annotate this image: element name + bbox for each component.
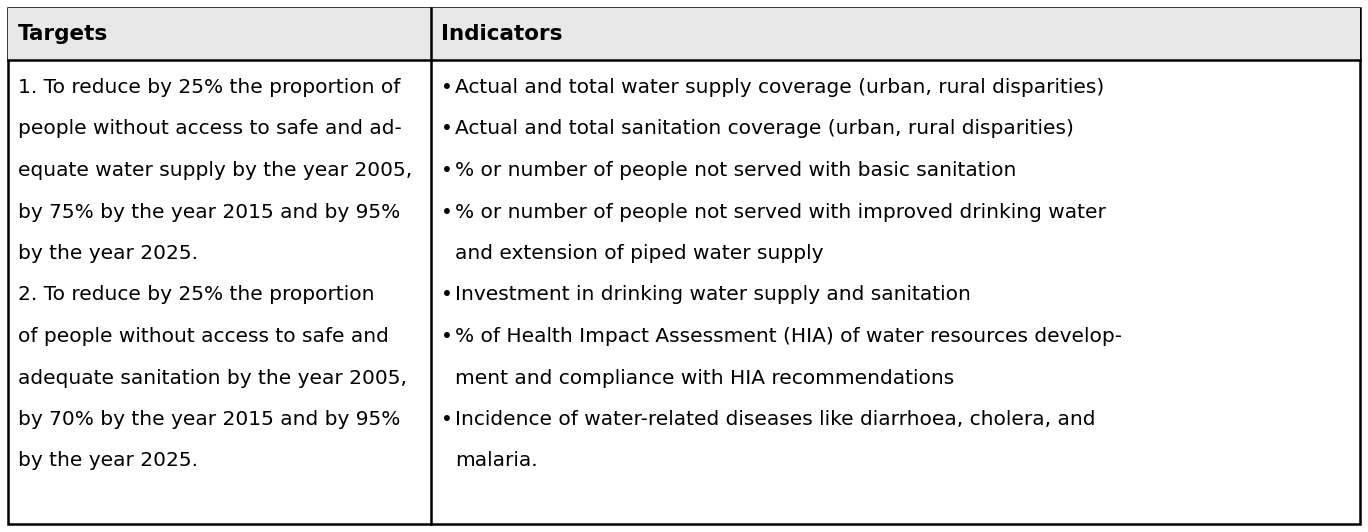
Text: •: •	[440, 410, 453, 429]
Text: •: •	[440, 78, 453, 97]
Text: ment and compliance with HIA recommendations: ment and compliance with HIA recommendat…	[456, 369, 953, 387]
Text: by the year 2025.: by the year 2025.	[18, 452, 198, 470]
Text: Investment in drinking water supply and sanitation: Investment in drinking water supply and …	[456, 286, 971, 304]
Text: adequate sanitation by the year 2005,: adequate sanitation by the year 2005,	[18, 369, 408, 387]
Text: Actual and total sanitation coverage (urban, rural disparities): Actual and total sanitation coverage (ur…	[456, 120, 1074, 138]
Text: 1. To reduce by 25% the proportion of: 1. To reduce by 25% the proportion of	[18, 78, 401, 97]
Text: Actual and total water supply coverage (urban, rural disparities): Actual and total water supply coverage (…	[456, 78, 1104, 97]
Bar	[8, 8, 1360, 60]
Text: by 70% by the year 2015 and by 95%: by 70% by the year 2015 and by 95%	[18, 410, 401, 429]
Text: •: •	[440, 286, 453, 304]
Text: Incidence of water-related diseases like diarrhoea, cholera, and: Incidence of water-related diseases like…	[456, 410, 1096, 429]
Text: % of Health Impact Assessment (HIA) of water resources develop-: % of Health Impact Assessment (HIA) of w…	[456, 327, 1122, 346]
Text: 2. To reduce by 25% the proportion: 2. To reduce by 25% the proportion	[18, 286, 375, 304]
Text: •: •	[440, 120, 453, 138]
Text: % or number of people not served with improved drinking water: % or number of people not served with im…	[456, 203, 1105, 221]
Text: % or number of people not served with basic sanitation: % or number of people not served with ba…	[456, 161, 1016, 180]
Text: •: •	[440, 161, 453, 180]
Text: and extension of piped water supply: and extension of piped water supply	[456, 244, 824, 263]
Text: equate water supply by the year 2005,: equate water supply by the year 2005,	[18, 161, 412, 180]
Text: people without access to safe and ad-: people without access to safe and ad-	[18, 120, 402, 138]
Text: by 75% by the year 2015 and by 95%: by 75% by the year 2015 and by 95%	[18, 203, 401, 221]
Text: malaria.: malaria.	[456, 452, 538, 470]
Text: •: •	[440, 203, 453, 221]
Text: Targets: Targets	[18, 24, 108, 44]
Text: by the year 2025.: by the year 2025.	[18, 244, 198, 263]
Text: •: •	[440, 327, 453, 346]
Text: Indicators: Indicators	[440, 24, 562, 44]
Text: of people without access to safe and: of people without access to safe and	[18, 327, 389, 346]
